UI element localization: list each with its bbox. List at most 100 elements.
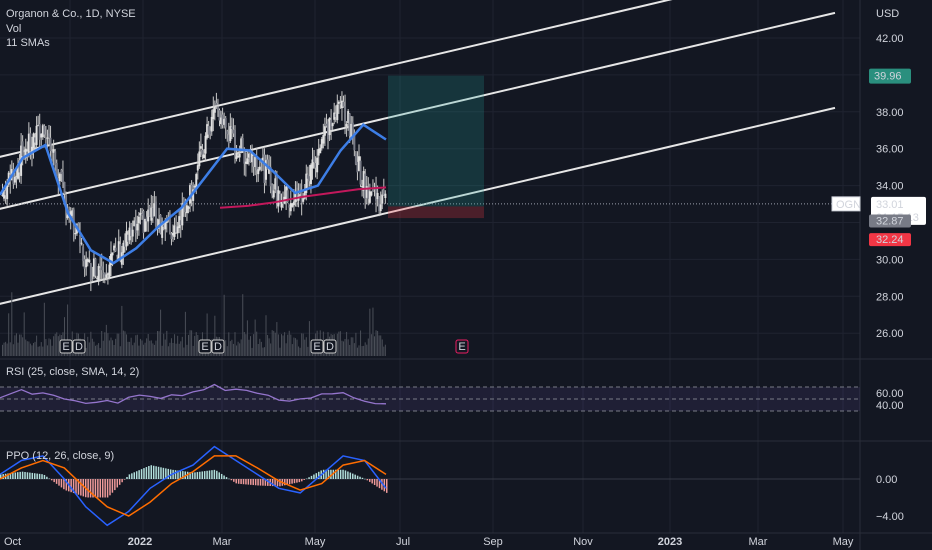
candle-body xyxy=(88,259,91,263)
time-axis-label: Sep xyxy=(483,536,503,548)
ppo-histogram-bar xyxy=(24,471,26,479)
ppo-histogram-bar xyxy=(41,474,43,479)
sma-legend[interactable]: 11 SMAs xyxy=(6,37,50,49)
volume-bar xyxy=(239,343,241,356)
ppo-histogram-bar xyxy=(126,476,128,479)
ppo-histogram-bar xyxy=(9,473,12,479)
candle-body xyxy=(364,173,367,199)
dividend-marker[interactable]: D xyxy=(211,339,225,354)
marker-label: E xyxy=(62,341,69,353)
volume-bar xyxy=(270,343,272,356)
volume-bar xyxy=(157,331,158,356)
ppo-histogram-bar xyxy=(148,465,150,479)
volume-bar xyxy=(343,341,344,356)
symbol-title: Organon & Co., 1D, NYSE xyxy=(6,8,136,20)
ppo-histogram-bar xyxy=(135,471,138,479)
rsi-line[interactable] xyxy=(0,383,387,405)
earnings-marker[interactable]: E xyxy=(310,339,324,354)
candle-body xyxy=(173,225,176,237)
ppo-histogram-bar xyxy=(82,479,85,497)
ppo-histogram-bar xyxy=(361,477,364,479)
candle-body xyxy=(331,123,334,127)
volume-bar xyxy=(183,347,185,356)
ppo-histogram-bar xyxy=(80,479,82,496)
ppo-histogram-bar xyxy=(267,479,269,486)
ppo-histogram-bar xyxy=(29,472,31,479)
volume-bar xyxy=(85,347,87,356)
candle-body xyxy=(27,133,30,155)
candle-body xyxy=(137,216,140,224)
volume-bar xyxy=(9,342,11,356)
ppo-histogram-bar xyxy=(225,477,228,479)
time-axis-label: Oct xyxy=(4,536,21,548)
earnings-marker-upcoming[interactable]: E xyxy=(455,339,469,354)
candle-body xyxy=(82,247,85,262)
ppo-histogram-bar xyxy=(157,466,160,479)
ppo-line[interactable] xyxy=(0,445,387,527)
volume-bar xyxy=(361,346,363,356)
marker-label: E xyxy=(458,341,465,353)
volume-bar xyxy=(364,342,366,356)
candle-body xyxy=(356,161,359,173)
candle-body xyxy=(46,137,49,139)
volume-bar xyxy=(37,346,39,356)
volume-bar xyxy=(6,343,8,356)
volume-bar xyxy=(358,345,360,356)
candle-body xyxy=(206,124,209,138)
volume-bar xyxy=(206,313,208,356)
earnings-marker[interactable]: E xyxy=(59,339,73,354)
ppo-histogram-bar xyxy=(233,479,235,482)
volume-bar xyxy=(67,304,69,356)
channel-line[interactable] xyxy=(0,11,836,210)
volume-bar xyxy=(115,338,117,356)
sma-fast-line[interactable] xyxy=(0,123,387,265)
volume-bar xyxy=(8,313,10,356)
candle-body xyxy=(199,146,202,149)
channel-line[interactable] xyxy=(0,106,836,305)
volume-bar xyxy=(113,344,115,356)
time-axis-label: Nov xyxy=(573,536,593,548)
sma-slow-line[interactable] xyxy=(219,186,387,209)
volume-bar xyxy=(367,338,369,356)
candle-body xyxy=(359,160,362,185)
ppo-histogram-bar xyxy=(87,479,89,498)
candle-body xyxy=(210,116,213,132)
candle-body xyxy=(26,151,29,154)
position-profit-zone[interactable] xyxy=(388,75,484,207)
candle-body xyxy=(313,157,316,163)
earnings-marker[interactable]: E xyxy=(198,339,212,354)
volume-bar xyxy=(102,340,104,356)
ppo-histogram-bar xyxy=(55,479,58,484)
volume-bar xyxy=(225,340,227,356)
candle-body xyxy=(347,111,350,123)
volume-bar xyxy=(121,305,123,356)
volume-bar xyxy=(54,333,56,356)
volume-bar xyxy=(180,341,182,356)
candle-body xyxy=(204,135,207,154)
candle-body xyxy=(220,117,223,125)
candle-body xyxy=(192,189,195,201)
ppo-histogram-bar xyxy=(138,470,140,479)
price-tick-label: 36.00 xyxy=(876,144,904,156)
volume-bar xyxy=(119,346,121,356)
position-loss-zone[interactable] xyxy=(388,206,484,219)
candle-body xyxy=(271,185,274,196)
dividend-marker[interactable]: D xyxy=(323,339,337,354)
volume-bar xyxy=(301,333,303,356)
candle-body xyxy=(354,153,357,165)
ppo-histogram-bar xyxy=(337,469,339,479)
volume-bar xyxy=(236,345,238,356)
volume-bar xyxy=(45,338,47,356)
volume-bar xyxy=(229,341,231,356)
dividend-marker[interactable]: D xyxy=(72,339,86,354)
ppo-signal-line[interactable] xyxy=(0,455,387,517)
volume-bar xyxy=(172,342,174,356)
volume-bar xyxy=(124,331,126,356)
candle-body xyxy=(181,202,184,226)
ppo-histogram-bar xyxy=(162,467,165,479)
channel-line[interactable] xyxy=(0,0,835,158)
volume-bar xyxy=(279,347,281,356)
stop-price-label: 32.24 xyxy=(876,234,904,246)
candle-body xyxy=(43,125,46,135)
